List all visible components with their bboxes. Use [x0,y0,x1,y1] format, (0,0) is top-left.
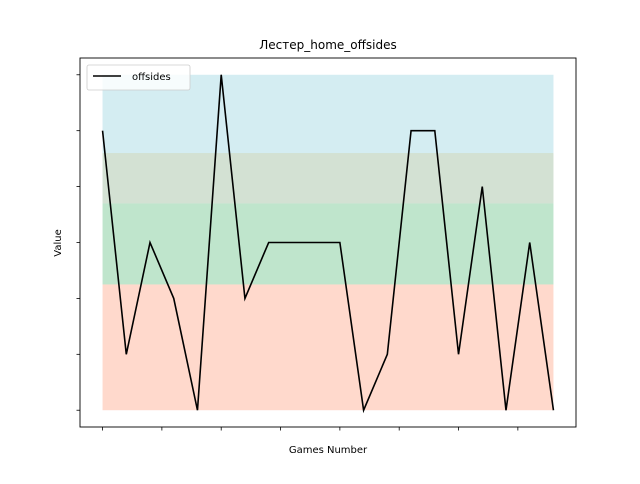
legend: offsides [86,64,191,91]
legend-box [86,64,191,91]
x-axis-ticks [102,427,519,431]
legend-label-offsides: offsides [132,72,171,83]
y-axis-label: Value [53,229,64,256]
y-axis-ticks [76,74,80,411]
x-axis-label: Games Number [289,445,368,456]
background-band-1 [102,284,554,411]
series-line-offsides [101,74,555,414]
background-band-3 [102,153,554,204]
chart-title: Лестер_home_offsides [259,38,396,52]
